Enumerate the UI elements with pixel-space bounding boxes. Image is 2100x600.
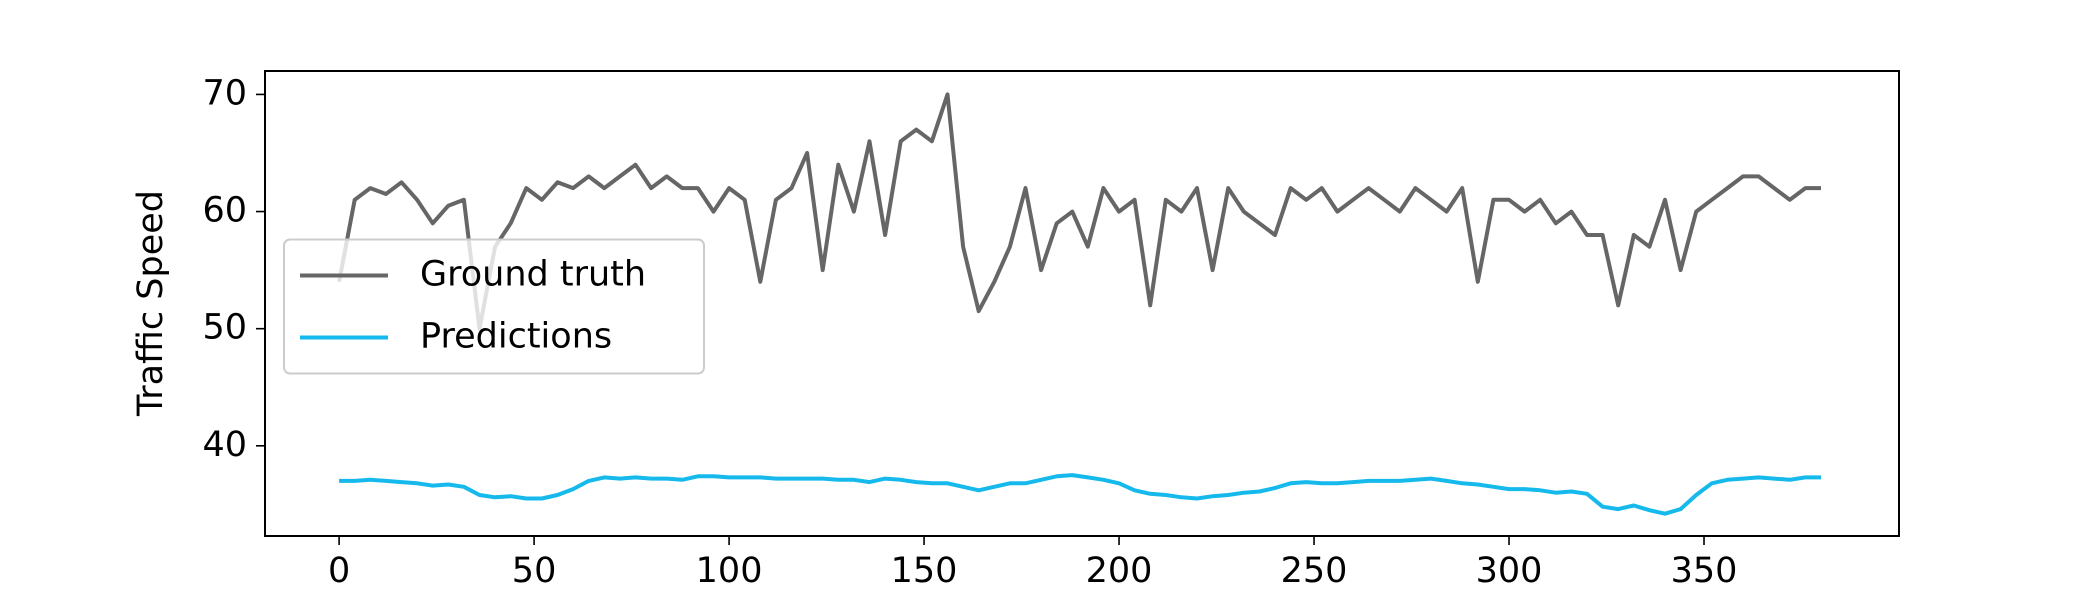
y-tick-label: 40 [202,425,247,465]
x-tick-label: 350 [1671,551,1738,591]
x-tick-label: 200 [1086,551,1153,591]
x-tick-label: 50 [512,551,557,591]
plot-frame [264,70,1900,537]
y-tick-label: 60 [202,191,247,231]
x-tick-label: 150 [891,551,958,591]
legend: Ground truth Predictions [283,238,705,375]
series-line [337,92,1821,331]
series-line [339,473,1821,516]
x-tick-label: 300 [1476,551,1543,591]
x-tick-label: 250 [1281,551,1348,591]
x-tick-label: 100 [696,551,763,591]
legend-label: Ground truth [420,255,646,295]
x-tick-label: 0 [328,551,350,591]
y-tick-label: 70 [202,73,247,113]
legend-label: Predictions [420,317,612,357]
legend-box [283,238,705,375]
y-axis-label: Traffic Speed [131,190,171,417]
y-tick-label: 50 [202,308,247,348]
